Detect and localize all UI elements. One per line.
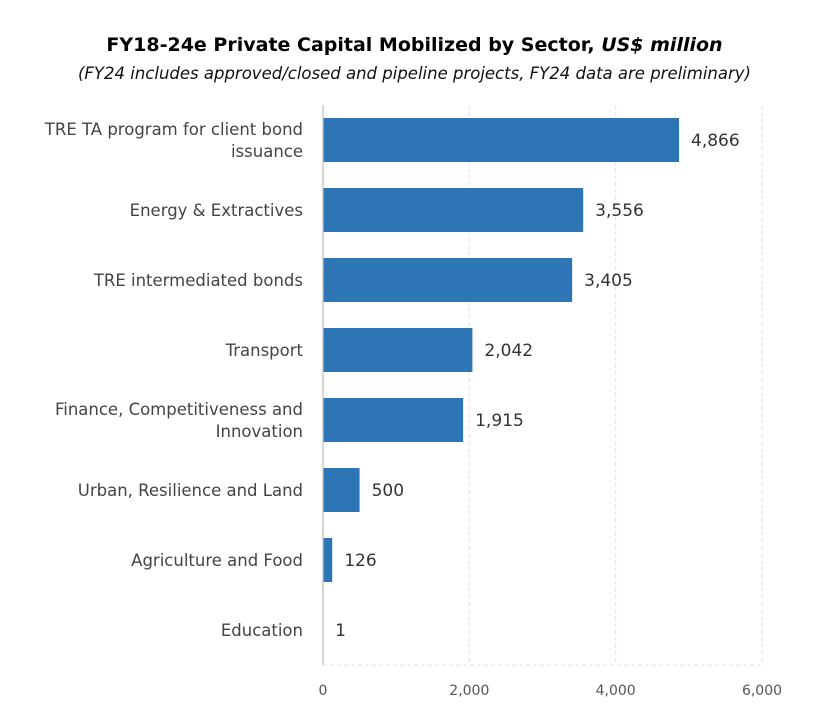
bar — [323, 258, 573, 302]
category-label: Education — [221, 621, 303, 640]
category-label: Finance, Competitiveness and — [55, 400, 303, 419]
x-tick-label: 6,000 — [742, 683, 782, 699]
data-label: 3,405 — [584, 271, 633, 291]
x-tick-label: 2,000 — [449, 683, 489, 699]
bar — [323, 538, 333, 582]
category-label: TRE intermediated bonds — [93, 271, 303, 290]
data-label: 2,042 — [484, 341, 533, 361]
chart-title: FY18-24e Private Capital Mobilized by Se… — [0, 34, 829, 56]
category-label: issuance — [231, 142, 303, 161]
bar — [323, 398, 464, 442]
category-label: Transport — [225, 341, 304, 360]
data-label: 3,556 — [595, 201, 644, 221]
category-label: Innovation — [216, 422, 303, 441]
data-label: 500 — [372, 481, 404, 501]
bar — [323, 188, 584, 232]
data-label: 126 — [344, 551, 376, 571]
x-tick-label: 0 — [319, 683, 328, 699]
category-label: Agriculture and Food — [131, 551, 303, 570]
bar — [323, 118, 680, 162]
title-main: FY18-24e Private Capital Mobilized by Se… — [106, 34, 595, 56]
chart-subtitle: (FY24 includes approved/closed and pipel… — [78, 64, 751, 83]
category-label: Urban, Resilience and Land — [78, 481, 303, 500]
title-units: US$ million — [601, 34, 723, 56]
category-label: Energy & Extractives — [130, 201, 303, 220]
data-label: 4,866 — [691, 131, 740, 151]
category-label: TRE TA program for client bond — [44, 120, 303, 139]
bar — [323, 328, 473, 372]
data-label: 1,915 — [475, 411, 524, 431]
data-label: 1 — [335, 621, 346, 641]
bar — [323, 468, 360, 512]
x-tick-label: 4,000 — [596, 683, 636, 699]
